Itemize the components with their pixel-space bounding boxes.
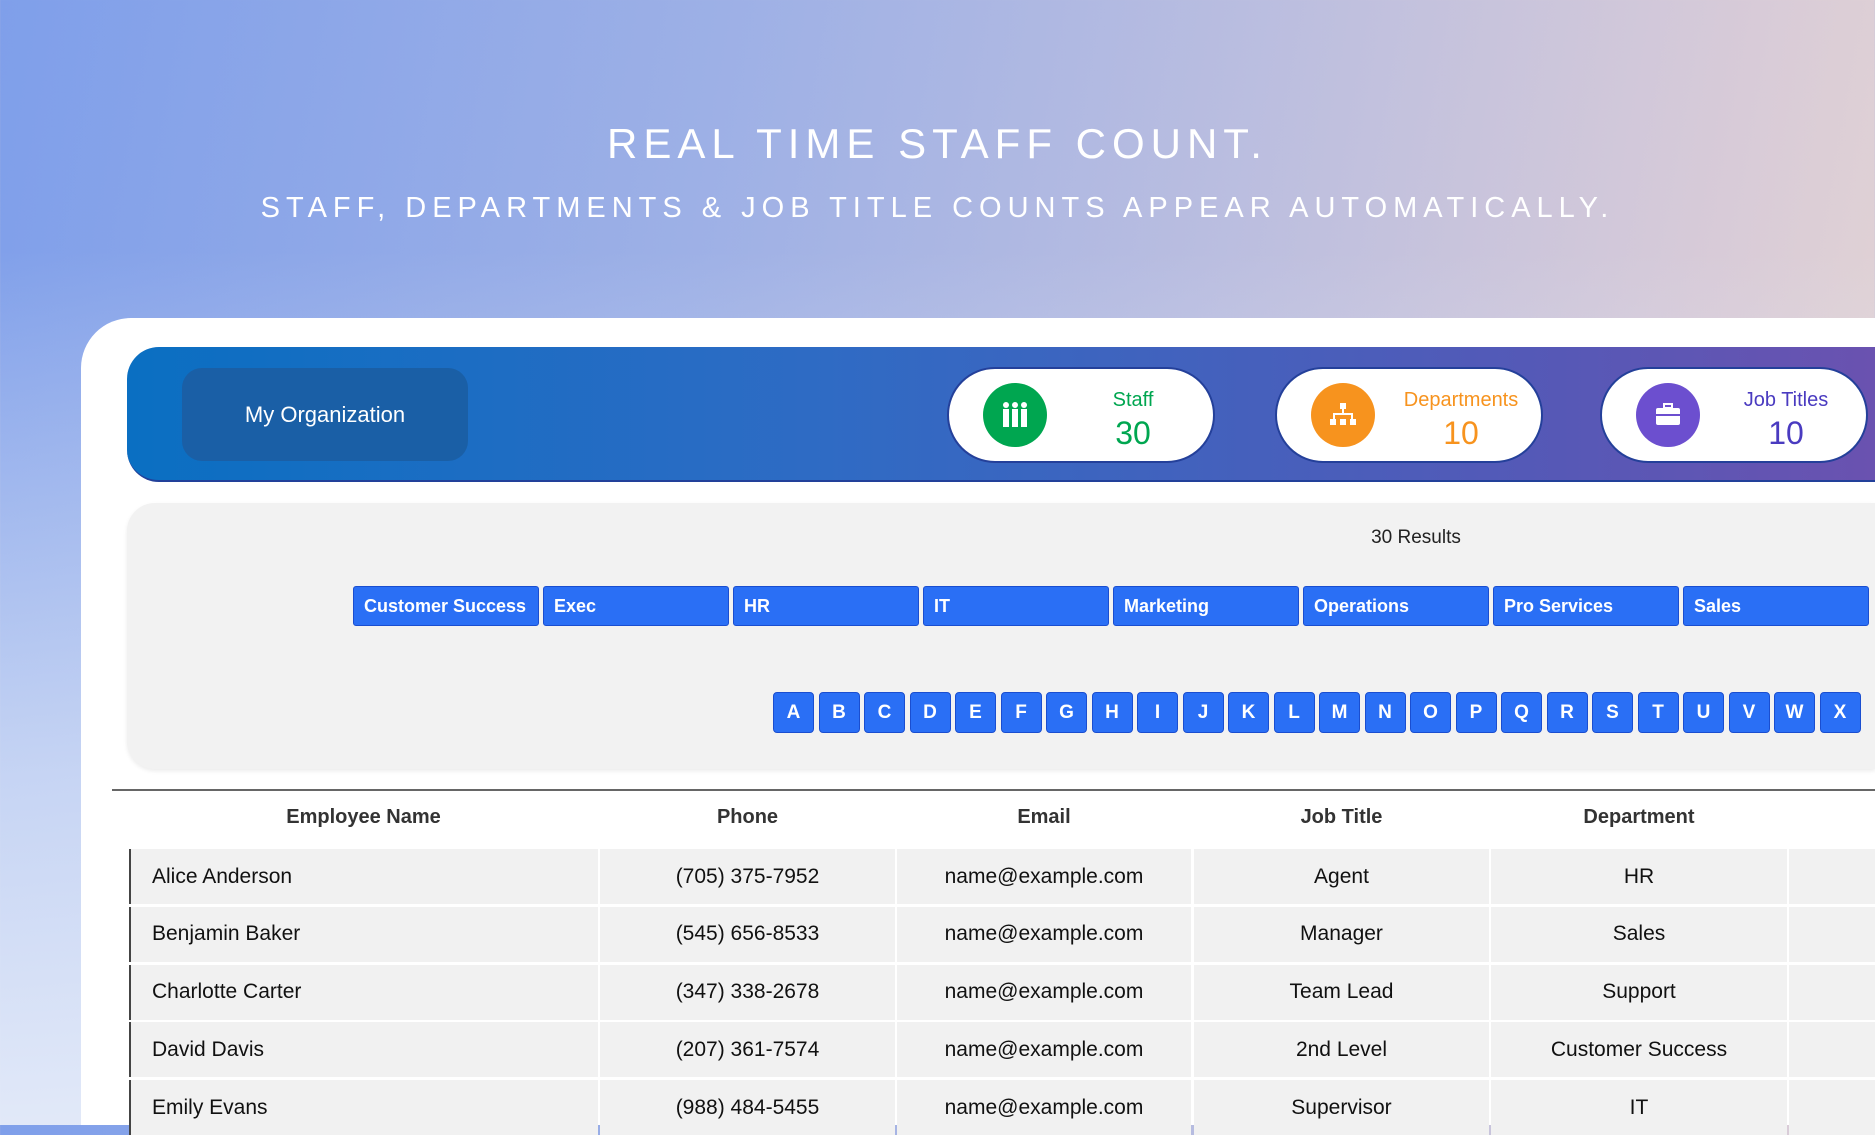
stat-job-titles: Job Titles 10 <box>1600 367 1868 463</box>
table-cell-extra <box>1789 1022 1875 1078</box>
table-row[interactable]: Emily Evans (988) 484-5455 name@example.co… <box>127 1080 1875 1135</box>
letter-filter-button[interactable]: G <box>1046 692 1087 733</box>
hero-title: REAL TIME STAFF COUNT. <box>607 120 1268 167</box>
table-cell: name@example.com <box>897 849 1191 904</box>
letter-filter-button[interactable]: L <box>1273 692 1315 733</box>
table-cell: (705) 375-7952 <box>600 849 895 904</box>
table-cell: (988) 484-5455 <box>600 1080 895 1135</box>
column-header[interactable]: Email <box>1017 806 1071 828</box>
table-cell: Benjamin Baker <box>129 906 598 962</box>
results-count: 30 Results <box>1371 527 1461 548</box>
table-cell: name@example.com <box>897 964 1191 1020</box>
department-filter-button[interactable]: IT <box>923 586 1109 626</box>
hero-subtitle: STAFF, DEPARTMENTS & JOB TITLE COUNTS AP… <box>260 192 1615 224</box>
stat-value: 30 <box>1115 415 1151 451</box>
table-cell: Manager <box>1194 906 1489 962</box>
letter-filter-button[interactable]: V <box>1728 692 1770 733</box>
people-icon <box>983 383 1047 447</box>
column-header[interactable]: Department <box>1583 806 1695 828</box>
letter-filter-button[interactable]: H <box>1091 692 1133 733</box>
letter-filter-button[interactable]: I <box>1137 692 1178 733</box>
department-filter-button[interactable]: Marketing <box>1113 586 1299 626</box>
table-cell: (545) 656-8533 <box>600 906 895 962</box>
stat-label: Job Titles <box>1743 389 1829 411</box>
table-cell: 2nd Level <box>1194 1022 1489 1078</box>
table-cell: Team Lead <box>1194 964 1489 1020</box>
column-header[interactable]: Employee Name <box>286 806 441 828</box>
table-cell: Support <box>1491 964 1787 1020</box>
stat-staff: Staff 30 <box>947 367 1215 463</box>
letter-filter-button[interactable]: E <box>955 692 996 733</box>
table-cell: HR <box>1491 849 1787 904</box>
table-row[interactable]: Charlotte Carter (347) 338-2678 name@examp… <box>127 964 1875 1020</box>
table-row[interactable]: Alice Anderson (705) 375-7952 name@example… <box>127 849 1875 904</box>
letter-filter-button[interactable]: P <box>1455 692 1497 733</box>
stat-label: Staff <box>1112 389 1154 411</box>
department-filter-button[interactable]: Pro Services <box>1493 586 1679 626</box>
table-cell: Sales <box>1491 906 1787 962</box>
stat-departments: Departments 10 <box>1275 367 1543 463</box>
letter-filter-button[interactable]: T <box>1637 692 1679 733</box>
briefcase-icon <box>1636 383 1700 447</box>
letter-filter-button[interactable]: S <box>1592 692 1633 733</box>
column-header[interactable]: Job Title <box>1300 806 1383 828</box>
table-cell-extra <box>1789 849 1875 904</box>
department-filter-button[interactable]: HR <box>733 586 919 626</box>
table-cell: Customer Success <box>1491 1022 1787 1078</box>
table-cell: (207) 361-7574 <box>600 1022 895 1078</box>
table-cell: name@example.com <box>897 906 1191 962</box>
column-header[interactable]: Phone <box>716 806 779 828</box>
letter-filter-button[interactable]: M <box>1319 692 1360 733</box>
stat-value: 10 <box>1768 415 1804 451</box>
letter-filter-button[interactable]: R <box>1546 692 1588 733</box>
letter-filter-button[interactable]: U <box>1683 692 1724 733</box>
department-filter-button[interactable]: Exec <box>543 586 729 626</box>
table-cell-extra <box>1789 1080 1875 1135</box>
table-cell: Emily Evans <box>129 1080 598 1135</box>
letter-filter-button[interactable]: X <box>1819 692 1861 733</box>
letter-filter-button[interactable]: K <box>1228 692 1269 733</box>
table-cell: Alice Anderson <box>129 849 598 904</box>
department-filter-button[interactable]: Customer Success <box>353 586 539 626</box>
table-cell: name@example.com <box>897 1022 1191 1078</box>
table-row[interactable]: David Davis (207) 361-7574 name@example.co… <box>127 1022 1875 1078</box>
table-cell: David Davis <box>129 1022 598 1078</box>
table-cell: Agent <box>1194 849 1489 904</box>
letter-filter-button[interactable]: F <box>1000 692 1042 733</box>
table-divider <box>112 789 1875 791</box>
letter-filter-button[interactable]: J <box>1182 692 1224 733</box>
department-filter-button[interactable]: Operations <box>1303 586 1489 626</box>
letter-filter-button[interactable]: B <box>818 692 860 733</box>
table-cell: Charlotte Carter <box>129 964 598 1020</box>
table-row[interactable]: Benjamin Baker (545) 656-8533 name@example… <box>127 906 1875 962</box>
table-cell-extra <box>1789 906 1875 962</box>
letter-filter-button[interactable]: Q <box>1501 692 1542 733</box>
letter-filter-button[interactable]: D <box>909 692 951 733</box>
stat-label: Departments <box>1403 389 1519 411</box>
letter-filter-button[interactable]: C <box>864 692 905 733</box>
letter-filter-button[interactable]: W <box>1774 692 1815 733</box>
letter-filter-button[interactable]: O <box>1410 692 1451 733</box>
org-name-button[interactable]: My Organization <box>182 368 468 461</box>
department-filter-button[interactable]: Sales <box>1683 586 1869 626</box>
table-cell-extra <box>1789 964 1875 1020</box>
table-cell: IT <box>1491 1080 1787 1135</box>
letter-filter-button[interactable]: N <box>1364 692 1406 733</box>
org-chart-icon <box>1311 383 1375 447</box>
stat-value: 10 <box>1443 415 1479 451</box>
table-cell: Supervisor <box>1194 1080 1489 1135</box>
letter-filter-button[interactable]: A <box>773 692 814 733</box>
table-cell: name@example.com <box>897 1080 1191 1135</box>
table-cell: (347) 338-2678 <box>600 964 895 1020</box>
